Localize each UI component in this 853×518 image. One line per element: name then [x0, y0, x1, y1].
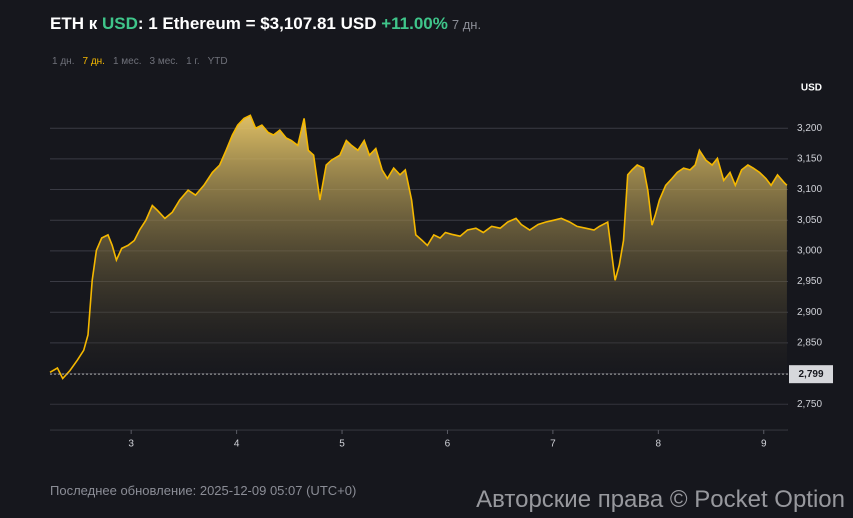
x-tick-label: 7 — [550, 439, 556, 450]
period: 7 дн. — [451, 17, 482, 32]
x-tick-label: 6 — [445, 439, 451, 450]
area — [50, 115, 787, 431]
x-tick-label: 4 — [234, 439, 240, 450]
y-tick-label: 3,050 — [797, 215, 822, 226]
pair-base: ETH к — [50, 14, 102, 33]
y-tick-label: 3,200 — [797, 123, 822, 134]
y-tick-label: 2,850 — [797, 338, 822, 349]
rate: : 1 Ethereum = $3,107.81 USD — [137, 14, 377, 33]
reference-box — [789, 365, 833, 384]
x-tick-label: 8 — [656, 439, 662, 450]
watermark: Авторские права © Pocket Option — [476, 486, 845, 513]
price-line — [49, 114, 788, 380]
reference-label: 2,799 — [798, 369, 823, 380]
y-unit: USD — [801, 83, 822, 94]
y-tick-label: 3,100 — [797, 184, 822, 195]
range-tab[interactable]: 1 мес. — [112, 56, 142, 67]
y-tick-label: 2,950 — [797, 276, 822, 287]
range-tabs: 1 дн. 7 дн. 1 мес. 3 мес. 1 г. YTD — [52, 56, 236, 67]
range-tab[interactable]: YTD — [207, 56, 228, 67]
change: +11.00% — [381, 14, 448, 33]
range-tab[interactable]: 3 мес. — [149, 56, 179, 67]
last-updated: Последнее обновление: 2025-12-09 05:07 (… — [50, 483, 357, 498]
y-tick-label: 2,750 — [797, 399, 822, 410]
range-tab[interactable]: 1 дн. — [52, 56, 75, 67]
y-tick-label: 3,150 — [797, 154, 822, 165]
range-tab[interactable]: 1 г. — [186, 56, 200, 67]
range-tab[interactable]: 7 дн. — [82, 56, 105, 67]
x-tick-label: 3 — [128, 439, 134, 450]
x-tick-label: 5 — [339, 439, 345, 450]
y-tick-label: 3,000 — [797, 246, 822, 257]
pair-quote: USD — [101, 14, 138, 33]
y-tick-label: 2,900 — [797, 307, 822, 318]
x-tick-label: 9 — [761, 439, 767, 450]
title: ETH к USD: 1 Ethereum = $3,107.81 USD +1… — [50, 14, 481, 34]
